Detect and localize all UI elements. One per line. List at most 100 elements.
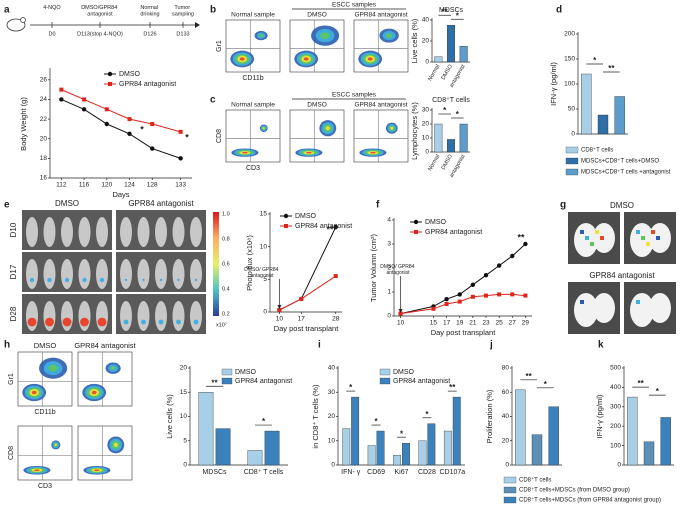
label: MDSCs (439, 7, 464, 14)
flow-density (239, 57, 245, 61)
label: MDSCs+CD8⁺T cells +antagonist (581, 169, 671, 176)
label: 128 (147, 182, 158, 189)
label: 10 (397, 320, 405, 327)
label: ** (326, 224, 334, 234)
marker (178, 129, 183, 134)
label: 60 (502, 389, 510, 396)
label: Tumor Volumn (cm³) (369, 233, 378, 302)
label: c (210, 95, 216, 106)
bar (402, 442, 410, 466)
label: 20 (422, 38, 430, 45)
legend-marker (413, 219, 419, 225)
label: CD8⁺T cells (519, 477, 551, 484)
label: GPR84 antagonist (74, 341, 136, 350)
marker (333, 224, 338, 230)
bar (531, 434, 543, 466)
signal (193, 319, 199, 325)
label: CD8⁺T cells+MDSCs (from GPR84 antagonist… (519, 497, 661, 504)
label: 17 (298, 316, 306, 323)
label: GPR84 antagonist (235, 378, 292, 385)
mouse (137, 259, 150, 289)
label: Live cells (%) (410, 18, 419, 63)
mouse (190, 217, 202, 247)
label: 0.8 (222, 236, 230, 242)
legend-swatch (565, 168, 579, 176)
label: * (425, 410, 429, 419)
signal (27, 317, 37, 327)
mouse (120, 301, 132, 331)
legend-swatch (503, 476, 517, 484)
tumor-signal (580, 300, 584, 304)
label: Normal (427, 154, 441, 172)
label: h (4, 340, 10, 351)
label: 18 (40, 155, 48, 162)
label: Live cells (%) (165, 394, 174, 439)
label: 150 (564, 56, 575, 63)
label: 20 (40, 135, 48, 142)
label: 40 (328, 365, 336, 372)
legend-swatch (379, 377, 391, 385)
legend-swatch (221, 377, 233, 385)
label: ESCC samples (332, 2, 377, 9)
tumor-signal (636, 230, 640, 234)
mouse (172, 301, 185, 331)
label: 5 (183, 437, 187, 444)
marker (82, 97, 87, 102)
label: MDSCs+CD8⁺T cells+DMSO (581, 158, 659, 165)
mouse-ear (20, 17, 26, 23)
label: CD3 (38, 483, 52, 490)
flow-plot (353, 19, 409, 73)
mouse (61, 259, 73, 289)
series-line (61, 98, 181, 159)
label: 21 (469, 320, 477, 327)
label: Normal drinking (140, 5, 159, 18)
marker (59, 97, 64, 102)
label: 116 (79, 182, 90, 189)
flow-density (31, 390, 37, 395)
bar (427, 423, 436, 466)
label: Photo flux (x10⁸) (245, 235, 254, 291)
label: Normal (427, 64, 441, 82)
signal (45, 317, 54, 327)
legend-swatch (221, 368, 233, 376)
bar (393, 455, 401, 466)
label: a (4, 5, 10, 16)
label: MDSCs (202, 469, 227, 476)
label: * (456, 11, 460, 20)
bar (198, 392, 214, 466)
label: Day post transplant (274, 324, 340, 333)
label: 0 (183, 462, 187, 469)
timeline-arrow (195, 22, 200, 28)
mouse (120, 217, 132, 247)
mouse-icon (6, 18, 26, 32)
label: DMSO (307, 102, 327, 109)
label: CD11b (242, 75, 263, 82)
label: GPR84 antagonist (354, 12, 407, 19)
label: CD3 (246, 165, 260, 172)
tumor-signal (636, 300, 640, 304)
label: ** (449, 383, 456, 392)
label: 10 (422, 135, 430, 142)
bar (443, 430, 452, 466)
flow-density (390, 126, 394, 130)
flow-density (91, 390, 97, 395)
marker (59, 87, 64, 92)
label: 30 (422, 107, 430, 114)
marker (127, 117, 132, 122)
flow-density (258, 34, 264, 38)
label: GPR84 antagonist (119, 81, 176, 88)
label: 200 (564, 31, 575, 38)
label: * (400, 429, 404, 438)
flow-density (54, 443, 57, 447)
signal (64, 277, 70, 283)
label: IFN-γ (pg/ml) (549, 62, 558, 106)
label: 100 (564, 81, 575, 88)
series-line (400, 243, 526, 315)
label: 500 (610, 365, 621, 372)
mouse (43, 301, 56, 331)
label: GPR84 antagonist (354, 102, 407, 109)
label: * (375, 417, 379, 426)
label: GPR84 antagonist (589, 271, 655, 280)
label: 10 (180, 413, 188, 420)
label: 112 (56, 182, 67, 189)
